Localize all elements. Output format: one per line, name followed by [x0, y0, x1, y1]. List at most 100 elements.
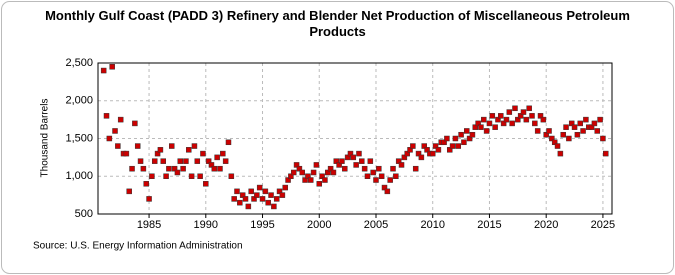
marker	[140, 165, 147, 172]
marker	[401, 154, 408, 161]
marker	[373, 177, 379, 183]
marker	[449, 143, 456, 149]
marker	[279, 192, 286, 198]
marker	[384, 188, 391, 195]
marker	[350, 154, 357, 161]
marker	[441, 139, 447, 146]
marker	[222, 158, 229, 164]
chart-title: Monthly Gulf Coast (PADD 3) Refinery and…	[45, 8, 630, 39]
x-tick-label: 2020	[534, 219, 558, 231]
marker	[205, 158, 212, 164]
marker	[515, 116, 521, 123]
marker	[112, 128, 118, 134]
marker	[370, 169, 376, 176]
marker	[325, 169, 331, 176]
marker	[228, 173, 235, 179]
marker	[208, 162, 215, 168]
marker	[395, 158, 402, 164]
marker	[347, 150, 354, 157]
marker	[424, 147, 430, 153]
marker	[256, 184, 263, 191]
y-tick-label: 2,000	[65, 95, 93, 107]
y-tick-label: 2,500	[65, 57, 93, 69]
marker	[180, 165, 186, 172]
x-tick-label: 2005	[364, 219, 388, 231]
marker	[188, 173, 195, 179]
marker	[200, 150, 206, 157]
marker	[574, 131, 581, 138]
marker	[472, 124, 479, 130]
marker	[404, 150, 410, 157]
marker	[520, 109, 527, 115]
marker	[174, 169, 181, 176]
marker	[526, 105, 532, 112]
marker	[464, 128, 470, 134]
marker	[197, 173, 203, 179]
marker	[543, 131, 549, 138]
marker	[322, 177, 328, 183]
marker	[458, 131, 464, 138]
marker	[157, 147, 164, 153]
marker	[214, 154, 220, 161]
marker	[220, 150, 226, 157]
marker	[106, 135, 113, 142]
marker	[353, 162, 359, 168]
marker	[248, 188, 254, 195]
marker	[137, 158, 144, 164]
marker	[421, 143, 427, 149]
marker	[506, 109, 513, 115]
marker	[580, 128, 586, 134]
marker	[566, 135, 572, 142]
marker	[568, 120, 575, 127]
marker	[546, 128, 552, 134]
y-tick-label: 1,000	[65, 170, 93, 182]
marker	[154, 150, 161, 157]
marker	[203, 181, 209, 187]
marker	[551, 139, 558, 146]
marker	[151, 158, 158, 164]
marker	[486, 120, 493, 127]
marker	[217, 165, 223, 172]
y-tick-label: 1,500	[65, 132, 93, 144]
marker	[109, 64, 115, 70]
marker	[407, 147, 413, 153]
marker	[296, 165, 303, 172]
marker	[330, 169, 337, 176]
marker	[469, 131, 476, 138]
marker	[282, 184, 288, 191]
marker	[149, 173, 155, 179]
y-tick-label: 500	[75, 208, 93, 220]
marker	[103, 113, 110, 119]
marker	[489, 113, 496, 119]
marker	[129, 165, 135, 172]
marker	[364, 173, 371, 179]
marker	[429, 150, 436, 157]
marker	[319, 173, 325, 179]
x-tick-label: 2010	[420, 219, 444, 231]
marker	[134, 143, 141, 149]
marker	[600, 135, 606, 142]
marker	[554, 143, 561, 149]
marker	[171, 165, 178, 172]
marker	[115, 143, 121, 149]
marker	[225, 139, 232, 146]
marker	[455, 143, 462, 149]
x-tick-label: 2015	[477, 219, 501, 231]
marker	[163, 173, 169, 179]
marker	[512, 105, 518, 112]
marker	[268, 192, 274, 198]
marker	[356, 150, 362, 157]
marker	[475, 120, 481, 127]
marker	[378, 173, 385, 179]
marker	[123, 150, 130, 157]
marker	[333, 158, 340, 164]
marker	[305, 173, 311, 179]
marker	[237, 199, 243, 206]
marker	[290, 169, 297, 176]
marker	[435, 147, 442, 153]
x-tick-label: 2000	[307, 219, 331, 231]
marker	[361, 165, 368, 172]
